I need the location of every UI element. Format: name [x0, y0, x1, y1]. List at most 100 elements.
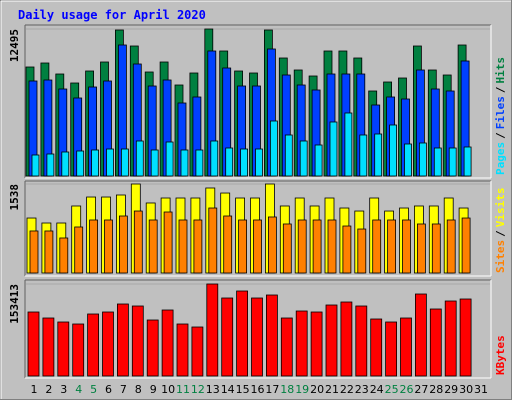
bar	[238, 219, 248, 274]
x-tick-label: 28	[429, 383, 443, 396]
bar	[295, 310, 308, 377]
bar	[165, 141, 174, 177]
bar	[74, 226, 84, 274]
bar	[76, 150, 85, 177]
bar	[223, 215, 233, 274]
bar	[121, 148, 129, 177]
x-tick-label: 8	[135, 383, 142, 396]
bar	[46, 153, 55, 177]
x-tick-label: 19	[295, 383, 309, 396]
x-tick-label: 1	[31, 383, 38, 396]
x-tick-label: 31	[474, 383, 488, 396]
bar	[150, 149, 159, 177]
bar	[267, 216, 277, 274]
x-tick-label: 21	[325, 383, 339, 396]
bar	[414, 293, 427, 377]
chart-title: Daily usage for April 2020	[18, 8, 206, 22]
legend-separator: /	[494, 230, 507, 237]
x-tick-label: 18	[280, 383, 294, 396]
x-tick-label: 20	[310, 383, 324, 396]
bar	[448, 147, 457, 177]
bar	[297, 219, 307, 274]
y-tick-label: 12495	[8, 29, 21, 62]
bar	[29, 230, 39, 274]
bar	[106, 148, 114, 177]
x-tick-label: 16	[251, 383, 265, 396]
legend: Pages / Files / Hits	[494, 57, 507, 175]
bar	[146, 319, 159, 377]
bar	[284, 134, 293, 177]
bar	[374, 133, 383, 177]
legend-entry: Visits	[494, 188, 507, 228]
bar	[131, 305, 144, 377]
bar	[221, 297, 234, 377]
bar	[269, 120, 278, 177]
bar	[133, 210, 143, 274]
bar	[299, 140, 308, 177]
bar	[444, 300, 457, 377]
bar	[163, 211, 173, 274]
bar	[225, 147, 234, 177]
legend: Sites / Visits	[494, 188, 507, 274]
y-tick-label: 153413	[8, 284, 21, 324]
bar	[178, 219, 188, 274]
bar	[119, 215, 128, 274]
bar	[370, 318, 383, 377]
bar	[342, 225, 352, 274]
x-tick-label: 14	[221, 383, 235, 396]
legend-separator: /	[494, 86, 507, 93]
x-tick-label: 9	[150, 383, 157, 396]
legend-entry: Sites	[494, 240, 507, 273]
bar	[400, 317, 412, 377]
bar	[44, 230, 54, 274]
bar	[104, 219, 113, 274]
bar	[61, 151, 70, 177]
bar	[310, 311, 323, 377]
bar	[340, 301, 353, 377]
bar	[57, 321, 70, 377]
bar	[255, 148, 263, 177]
bar	[459, 298, 472, 377]
legend-entry: Pages	[494, 142, 507, 175]
bar	[91, 149, 99, 177]
x-tick-label: 27	[414, 383, 428, 396]
x-tick-label: 6	[105, 383, 112, 396]
legend: KBytes	[494, 335, 507, 375]
legend-entry: KBytes	[494, 335, 507, 375]
bar	[117, 303, 129, 377]
bar	[461, 217, 471, 274]
bar	[280, 317, 293, 377]
bar	[89, 219, 98, 274]
bar	[148, 219, 158, 274]
x-tick-label: 12	[191, 383, 205, 396]
bar	[387, 219, 397, 274]
bar	[208, 207, 218, 274]
x-tick-label: 3	[60, 383, 67, 396]
bar	[193, 219, 203, 274]
bar	[372, 219, 382, 274]
bar	[59, 237, 69, 274]
bar	[102, 311, 114, 377]
bar	[42, 317, 55, 377]
bar	[344, 112, 353, 177]
bar	[31, 154, 40, 177]
bar	[87, 313, 99, 377]
bar	[355, 305, 368, 377]
x-tick-label: 24	[370, 383, 384, 396]
bar	[404, 143, 412, 177]
bar	[251, 297, 263, 377]
legend-entry: Hits	[494, 57, 507, 84]
bar	[325, 304, 338, 377]
x-tick-label: 22	[340, 383, 354, 396]
x-tick-label: 10	[161, 383, 175, 396]
bar	[176, 323, 189, 377]
bar	[191, 326, 204, 377]
bar	[357, 228, 367, 274]
bar	[329, 121, 338, 177]
x-tick-label: 26	[400, 383, 414, 396]
x-tick-label: 13	[206, 383, 220, 396]
x-tick-label: 5	[90, 383, 97, 396]
bar	[359, 134, 368, 177]
bar	[327, 219, 337, 274]
